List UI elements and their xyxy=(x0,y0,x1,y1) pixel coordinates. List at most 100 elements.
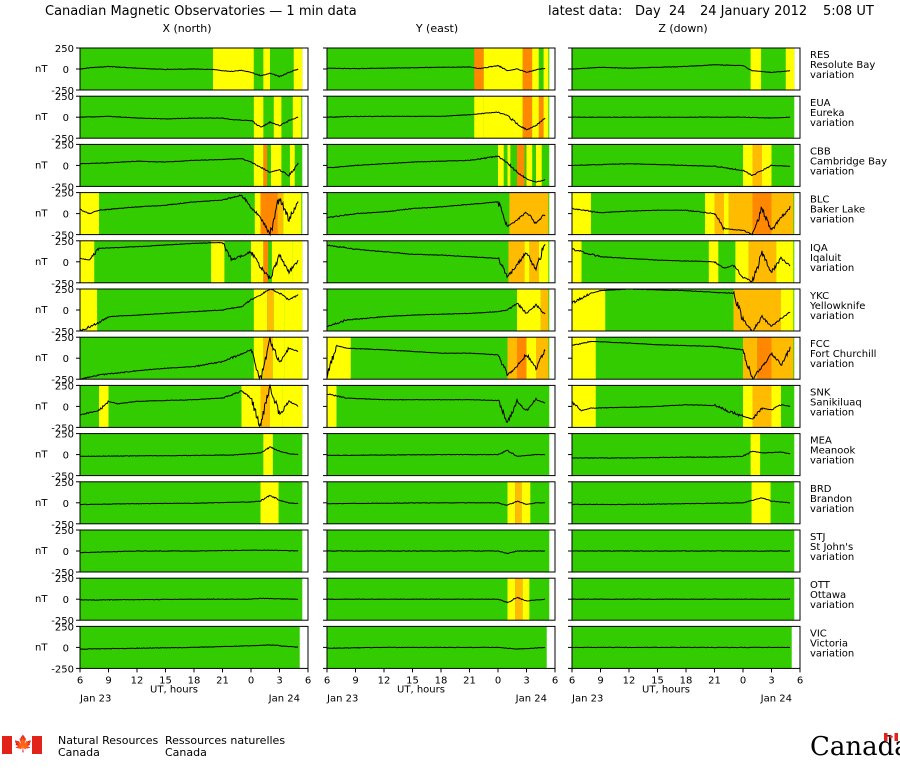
x-tick-label: 0 xyxy=(740,675,746,686)
activity-band xyxy=(271,240,293,283)
activity-band xyxy=(781,289,794,331)
activity-band xyxy=(751,481,771,524)
activity-band xyxy=(474,48,484,90)
y-axis-label: nT xyxy=(35,160,48,171)
activity-band xyxy=(515,481,522,524)
activity-band xyxy=(748,240,777,283)
station-variation-label: variation xyxy=(810,552,854,563)
activity-band xyxy=(543,96,549,139)
x-tick-label: 6 xyxy=(569,675,575,686)
series-line-x xyxy=(79,241,299,280)
activity-band xyxy=(270,48,294,90)
activity-band xyxy=(267,289,274,331)
series-line-z xyxy=(571,598,791,601)
x-tick-label: 9 xyxy=(352,675,358,686)
series-line-y xyxy=(326,449,546,457)
activity-band xyxy=(538,240,549,283)
activity-band xyxy=(757,337,772,380)
y-tick-label: -250 xyxy=(51,472,74,483)
station-code: MEA xyxy=(810,436,832,447)
activity-band xyxy=(728,192,743,235)
station-name: Brandon xyxy=(810,494,852,505)
series-line-x xyxy=(79,383,299,428)
series-line-x xyxy=(79,115,299,128)
series-line-y xyxy=(326,155,546,183)
date-end-label: Jan 24 xyxy=(760,693,792,704)
activity-band xyxy=(515,578,523,621)
series-line-z xyxy=(571,163,791,177)
x-tick-label: 9 xyxy=(597,675,603,686)
activity-band xyxy=(572,240,582,283)
series-line-z xyxy=(571,450,791,459)
station-variation-label: variation xyxy=(810,359,854,370)
y-axis-label: nT xyxy=(35,498,48,509)
activity-band xyxy=(522,48,533,90)
x-tick-label: 9 xyxy=(105,675,111,686)
station-code: IQA xyxy=(810,243,828,254)
station-name: Resolute Bay xyxy=(810,60,875,71)
latest-date: 24 January 2012 xyxy=(700,4,807,19)
y-tick-label: -250 xyxy=(51,375,74,386)
y-tick-label: 250 xyxy=(55,44,74,55)
series-line-x xyxy=(80,337,299,381)
x-tick-label: 12 xyxy=(623,675,636,686)
latest-time: 5:08 UT xyxy=(823,4,874,19)
x-axis-label: UT, hours xyxy=(642,684,690,695)
series-line-x xyxy=(79,446,299,457)
activity-band xyxy=(517,144,525,187)
y-axis-label: nT xyxy=(35,546,48,557)
series-line-z xyxy=(571,401,791,420)
activity-band xyxy=(526,337,536,380)
y-tick-label: 0 xyxy=(63,547,69,558)
column-title-z: Z (down) xyxy=(658,22,707,35)
series-line-y xyxy=(326,596,546,604)
activity-band xyxy=(522,578,530,621)
activity-band xyxy=(724,192,729,235)
activity-band xyxy=(483,96,523,139)
x-tick-label: 0 xyxy=(248,675,254,686)
series-line-x xyxy=(80,194,299,237)
activity-band xyxy=(524,240,530,283)
activity-band xyxy=(289,144,295,187)
activity-band xyxy=(498,144,504,187)
x-tick-label: 21 xyxy=(708,675,721,686)
station-code: EUA xyxy=(810,98,831,109)
activity-band xyxy=(752,144,762,187)
date-end-label: Jan 24 xyxy=(515,693,547,704)
activity-band xyxy=(750,48,762,90)
y-tick-label: 250 xyxy=(55,430,74,441)
activity-band xyxy=(474,96,484,139)
y-tick-label: 250 xyxy=(55,526,74,537)
activity-band xyxy=(714,192,724,235)
x-tick-label: 6 xyxy=(324,675,330,686)
activity-band xyxy=(572,289,606,331)
series-line-z xyxy=(571,248,791,283)
activity-band xyxy=(532,48,539,90)
date-start-label: Jan 23 xyxy=(326,693,358,704)
station-name: Iqaluit xyxy=(810,253,841,264)
footer: 🍁 Natural Resources Canada Ressources na… xyxy=(0,728,900,770)
series-line-z xyxy=(572,116,791,119)
y-axis-label: nT xyxy=(35,257,48,268)
activity-band xyxy=(260,385,270,428)
y-tick-label: -250 xyxy=(51,182,74,193)
y-tick-label: 250 xyxy=(55,285,74,296)
y-axis-label: nT xyxy=(35,450,48,461)
dept-fr-line2: Canada xyxy=(165,746,207,759)
activity-band xyxy=(507,578,516,621)
y-tick-label: 0 xyxy=(63,402,69,413)
activity-band xyxy=(540,289,549,331)
station-variation-label: variation xyxy=(810,456,854,467)
activity-band xyxy=(705,192,715,235)
y-tick-label: -250 xyxy=(51,279,74,290)
activity-band xyxy=(253,96,264,139)
x-axis-label: UT, hours xyxy=(150,684,198,695)
activity-quiet-band xyxy=(572,433,795,476)
station-variation-label: variation xyxy=(810,648,854,659)
y-tick-label: 0 xyxy=(63,210,69,221)
y-tick-label: 250 xyxy=(55,92,74,103)
activity-band xyxy=(80,289,98,331)
x-tick-label: 6 xyxy=(77,675,83,686)
station-name: Ottawa xyxy=(810,590,846,601)
x-tick-label: 15 xyxy=(406,675,419,686)
